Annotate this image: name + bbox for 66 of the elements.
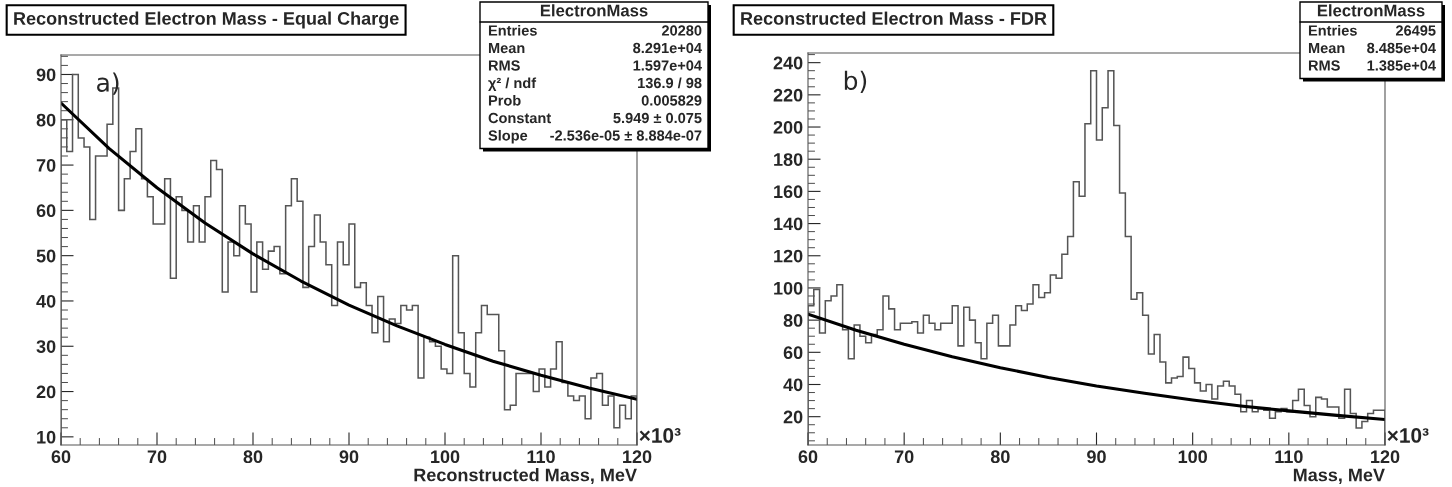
annotation: Prob (488, 94, 521, 106)
text: Mean (488, 42, 525, 54)
x-tick-label: 100 (1178, 450, 1207, 464)
chart-title: Reconstructed Electron Mass - Equal Charge (14, 11, 399, 29)
y-tick-label: 40 (783, 378, 803, 392)
text: 26495 (1395, 25, 1436, 36)
x-tick-label: 100 (431, 450, 460, 464)
x-tick-label: 80 (990, 450, 1010, 464)
x-tick-label: 120 (1371, 450, 1400, 464)
y-tick-label: 60 (783, 346, 803, 360)
x-axis-title: Mass, MeV (1293, 468, 1385, 484)
text: 0.005829 (641, 95, 702, 106)
annotation: 8.485e+04 (1367, 42, 1436, 54)
annotation: Constant (488, 112, 552, 124)
annotation: RMS (488, 60, 520, 71)
text: Entries (488, 24, 537, 36)
text: 136.9 / 98 (638, 77, 702, 89)
annotation: -2.536e-05 ± 8.884e-07 (550, 130, 702, 141)
chart-title: Reconstructed Electron Mass - FDR (741, 11, 1047, 25)
y-tick-label: 120 (774, 249, 803, 263)
x-axis-title: Reconstructed Mass, MeV (414, 468, 637, 484)
annotation: a) (97, 72, 119, 95)
x-tick-label: 70 (147, 450, 167, 464)
annotation: χ² / ndf (488, 77, 537, 92)
annotation: 1.385e+04 (1367, 60, 1436, 71)
y-tick-label: 220 (773, 88, 803, 102)
x-tick-label: 90 (1087, 450, 1106, 464)
annotation: Mean (1308, 42, 1345, 54)
y-tick-label: 20 (783, 410, 803, 424)
text: ElectronMass (1317, 4, 1425, 17)
y-tick-label: 80 (783, 314, 803, 327)
y-tick-label: 10 (37, 430, 56, 444)
x-tick-label: 120 (623, 450, 652, 464)
x-tick-label: 60 (51, 450, 71, 464)
y-tick-label: 160 (774, 185, 803, 199)
line-series (808, 312, 1385, 421)
text: Entries (1308, 24, 1357, 36)
text: 20280 (661, 25, 702, 36)
y-tick-label: 90 (36, 68, 56, 82)
annotation: Slope (488, 129, 528, 144)
y-tick-label: 140 (774, 217, 803, 231)
annotation: 5.949 ± 0.075 (613, 112, 702, 124)
y-tick-label: 70 (36, 159, 56, 172)
y-tick-label: 20 (36, 385, 56, 399)
text: ×10³ (639, 428, 681, 443)
y-tick-label: 180 (774, 153, 803, 166)
y-tick-label: 200 (773, 120, 803, 134)
x-tick-label: 110 (1275, 450, 1303, 464)
y-tick-label: 40 (36, 294, 56, 308)
y-tick-label: 240 (773, 56, 803, 70)
y-tick-label: 80 (36, 113, 56, 127)
text: ElectronMass (540, 4, 648, 17)
x-tick-label: 90 (339, 450, 359, 464)
y-tick-label: 30 (36, 340, 56, 353)
y-tick-label: 100 (774, 281, 803, 295)
x-tick-label: 60 (798, 450, 818, 464)
text: ×10³ (1387, 428, 1429, 443)
y-tick-label: 60 (36, 204, 56, 218)
annotation: 1.597e+04 (633, 60, 702, 71)
y-tick-label: 50 (36, 249, 56, 263)
x-tick-label: 70 (894, 450, 914, 464)
x-tick-label: 80 (243, 450, 263, 464)
x-tick-label: 110 (527, 450, 555, 464)
annotation: RMS (1308, 60, 1340, 71)
annotation: b) (844, 70, 867, 93)
text: 8.291e+04 (633, 42, 702, 54)
